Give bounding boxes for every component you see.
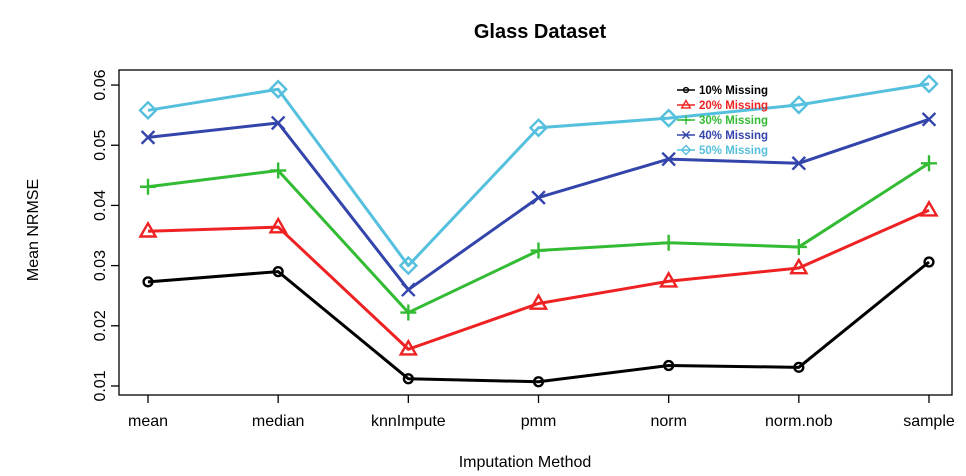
y-tick-label: 0.05 <box>92 130 109 161</box>
data-point-triangle <box>398 338 419 356</box>
data-point-diamond <box>919 74 939 94</box>
legend-label: 30% Missing <box>699 115 768 127</box>
y-tick-label: 0.01 <box>92 370 109 401</box>
legend-item: 20% Missing <box>677 99 768 112</box>
data-point-cross <box>681 130 691 140</box>
data-point-plus <box>921 155 937 172</box>
data-point-plus <box>660 234 677 251</box>
series-2 <box>138 199 939 356</box>
x-tick-label: median <box>252 413 304 430</box>
data-point-cross <box>270 115 286 131</box>
data-point-cross <box>401 282 416 297</box>
y-tick-label: 0.04 <box>92 190 109 221</box>
data-point-plus <box>530 242 547 259</box>
data-point-cross <box>140 130 156 145</box>
series-line <box>147 162 930 315</box>
series-5 <box>138 74 939 276</box>
data-point-diamond <box>528 118 549 138</box>
data-point-triangle <box>919 199 939 217</box>
series-4 <box>140 112 937 297</box>
series-line <box>147 117 930 292</box>
series-line <box>147 82 930 268</box>
x-tick-label: sample <box>903 413 955 430</box>
chart-title: Glass Dataset <box>474 21 607 43</box>
x-axis-label: Imputation Method <box>459 454 592 471</box>
x-tick-label: mean <box>128 413 168 430</box>
data-point-plus <box>270 162 287 179</box>
data-point-plus <box>140 178 156 195</box>
data-point-circle <box>923 256 935 268</box>
data-point-cross <box>791 156 807 171</box>
plot-frame <box>118 69 953 396</box>
legend-label: 10% Missing <box>699 85 768 97</box>
series-line <box>147 208 930 351</box>
data-point-diamond <box>680 144 692 156</box>
x-tick-label: norm <box>650 413 686 430</box>
legend-item: 50% Missing <box>677 144 768 157</box>
data-point-triangle <box>268 216 288 234</box>
data-point-diamond <box>268 79 288 99</box>
data-point-circle <box>532 376 545 388</box>
data-point-diamond <box>138 100 158 121</box>
legend-item: 30% Missing <box>677 115 768 127</box>
legend-label: 20% Missing <box>699 100 768 112</box>
y-axis: 0.01 0.02 0.03 0.04 0.05 0.06 <box>92 69 119 402</box>
data-point-triangle <box>138 220 158 238</box>
y-axis-label: Mean NRMSE <box>25 179 42 281</box>
legend-label: 40% Missing <box>699 130 768 142</box>
series-layer <box>138 74 939 388</box>
data-point-circle <box>142 276 154 288</box>
data-point-cross <box>661 151 676 167</box>
data-point-circle <box>272 266 284 278</box>
legend-label: 50% Missing <box>699 145 768 157</box>
data-point-triangle <box>789 257 809 275</box>
x-axis: mean median knnImpute pmm norm norm.nob sample <box>128 395 955 430</box>
series-line <box>147 260 930 384</box>
data-point-plus <box>400 304 417 321</box>
data-point-diamond <box>789 95 809 115</box>
data-point-triangle <box>528 293 549 310</box>
data-point-diamond <box>658 108 679 128</box>
y-tick-label: 0.02 <box>92 310 109 341</box>
data-point-plus <box>790 238 807 255</box>
data-point-circle <box>663 359 675 372</box>
data-point-diamond <box>398 255 419 276</box>
y-tick-label: 0.06 <box>92 69 109 100</box>
y-tick-label: 0.03 <box>92 250 109 281</box>
data-point-triangle <box>658 270 679 288</box>
data-point-cross <box>921 112 937 127</box>
data-point-triangle <box>680 99 692 109</box>
x-tick-label: knnImpute <box>371 413 446 430</box>
data-point-circle <box>682 86 690 94</box>
x-tick-label: pmm <box>521 413 557 430</box>
legend-item: 40% Missing <box>677 130 768 142</box>
series-1 <box>142 256 935 388</box>
data-point-plus <box>681 115 691 125</box>
series-3 <box>140 155 937 321</box>
data-point-circle <box>402 373 414 385</box>
data-point-circle <box>793 361 805 373</box>
data-point-cross <box>531 190 546 205</box>
legend-item: 10% Missing <box>677 85 768 97</box>
x-tick-label: norm.nob <box>765 413 833 430</box>
legend: 10% Missing 20% Missing 30% Missing 40% Mis… <box>677 85 768 157</box>
